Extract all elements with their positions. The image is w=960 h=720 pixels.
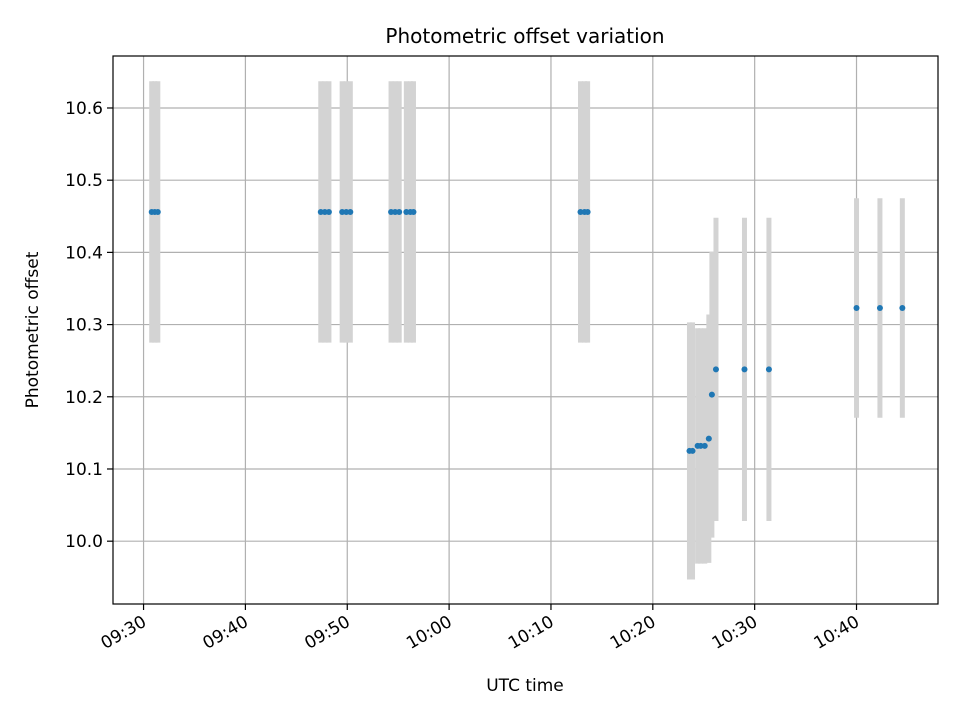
- grid: [113, 56, 938, 604]
- data-point: [712, 366, 719, 373]
- data-point: [347, 208, 354, 215]
- data-point: [899, 304, 906, 311]
- data-point: [154, 208, 161, 215]
- data-point: [705, 435, 712, 442]
- y-axis-label: Photometric offset: [23, 251, 43, 408]
- y-tick-label: 10.2: [65, 388, 103, 408]
- x-tick-label: 09:30: [98, 612, 150, 654]
- x-tick-label: 10:20: [607, 612, 659, 654]
- error-bars: [149, 81, 905, 580]
- data-point: [584, 208, 591, 215]
- data-point: [410, 208, 417, 215]
- y-axis-ticks: 10.0 10.1 10.2 10.3 10.4 10.5 10.6: [65, 99, 113, 552]
- x-tick-label: 09:40: [199, 612, 251, 654]
- x-tick-label: 10:30: [709, 612, 761, 654]
- y-tick-label: 10.1: [65, 460, 103, 480]
- data-point: [708, 391, 715, 398]
- x-tick-label: 10:00: [403, 612, 455, 654]
- chart-title: Photometric offset variation: [385, 24, 664, 48]
- plot-frame: [112, 55, 939, 605]
- data-point: [853, 304, 860, 311]
- data-point: [396, 208, 403, 215]
- x-tick-label: 09:50: [301, 612, 353, 654]
- x-axis-label: UTC time: [486, 676, 564, 696]
- data-point: [741, 366, 748, 373]
- data-point: [765, 366, 772, 373]
- y-tick-label: 10.4: [65, 243, 103, 263]
- data-point: [325, 208, 332, 215]
- data-point: [689, 447, 696, 454]
- x-tick-label: 10:10: [505, 612, 557, 654]
- data-point: [876, 304, 883, 311]
- y-tick-label: 10.0: [65, 532, 103, 552]
- y-tick-label: 10.6: [65, 99, 103, 119]
- x-tick-label: 10:40: [811, 612, 863, 654]
- data-point: [701, 442, 708, 449]
- y-tick-label: 10.3: [65, 316, 103, 336]
- x-axis-ticks: 09:30 09:40 09:50 10:00 10:10 10:20 10:30 10:40: [98, 604, 863, 654]
- data-points: [148, 208, 906, 454]
- y-tick-label: 10.5: [65, 171, 103, 191]
